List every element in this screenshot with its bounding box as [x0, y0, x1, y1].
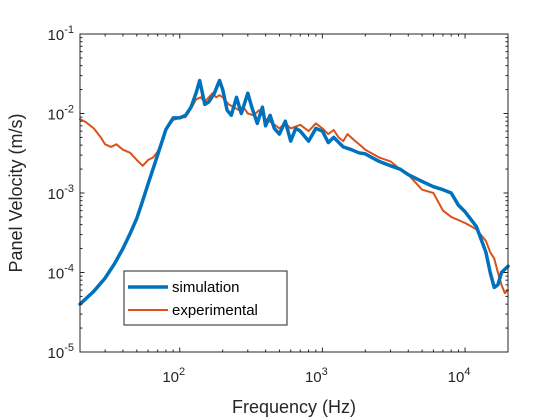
legend-label-simulation: simulation	[172, 279, 240, 296]
x-tick-label: 103	[305, 366, 328, 386]
y-tick-label-base: 10	[48, 107, 65, 124]
y-tick-label-base: 10	[48, 27, 65, 44]
y-tick-label-exponent: -4	[64, 263, 74, 275]
y-tick-label-exponent: -5	[64, 342, 74, 354]
y-axis-label: Panel Velocity (m/s)	[6, 113, 26, 272]
y-tick-label: 10-1	[48, 24, 74, 44]
y-tick-label-exponent: -1	[64, 24, 74, 36]
x-tick-label-exponent: 3	[322, 366, 328, 378]
series-layer	[78, 78, 510, 306]
x-tick-label-base: 10	[448, 369, 465, 386]
y-tick-label: 10-3	[48, 183, 74, 203]
series-line-simulation	[78, 78, 510, 306]
y-tick-label-base: 10	[48, 266, 65, 283]
y-tick-label-exponent: -3	[64, 183, 74, 195]
x-axis-label: Frequency (Hz)	[232, 397, 356, 417]
x-tick-label-exponent: 4	[464, 366, 470, 378]
y-tick-label-exponent: -2	[64, 104, 74, 116]
x-tick-label: 104	[448, 366, 471, 386]
y-tick-label: 10-2	[48, 104, 74, 124]
x-tick-label-base: 10	[162, 369, 179, 386]
series-line-experimental	[79, 92, 509, 295]
y-tick-label-base: 10	[48, 345, 65, 362]
legend: simulation experimental	[123, 270, 288, 326]
y-tick-label: 10-5	[48, 342, 74, 362]
x-tick-label-exponent: 2	[179, 366, 185, 378]
x-tick-label-base: 10	[305, 369, 322, 386]
legend-label-experimental: experimental	[172, 302, 258, 319]
y-tick-label: 10-4	[48, 263, 74, 283]
y-tick-label-base: 10	[48, 186, 65, 203]
legend-box	[123, 270, 288, 326]
x-tick-label: 102	[162, 366, 185, 386]
